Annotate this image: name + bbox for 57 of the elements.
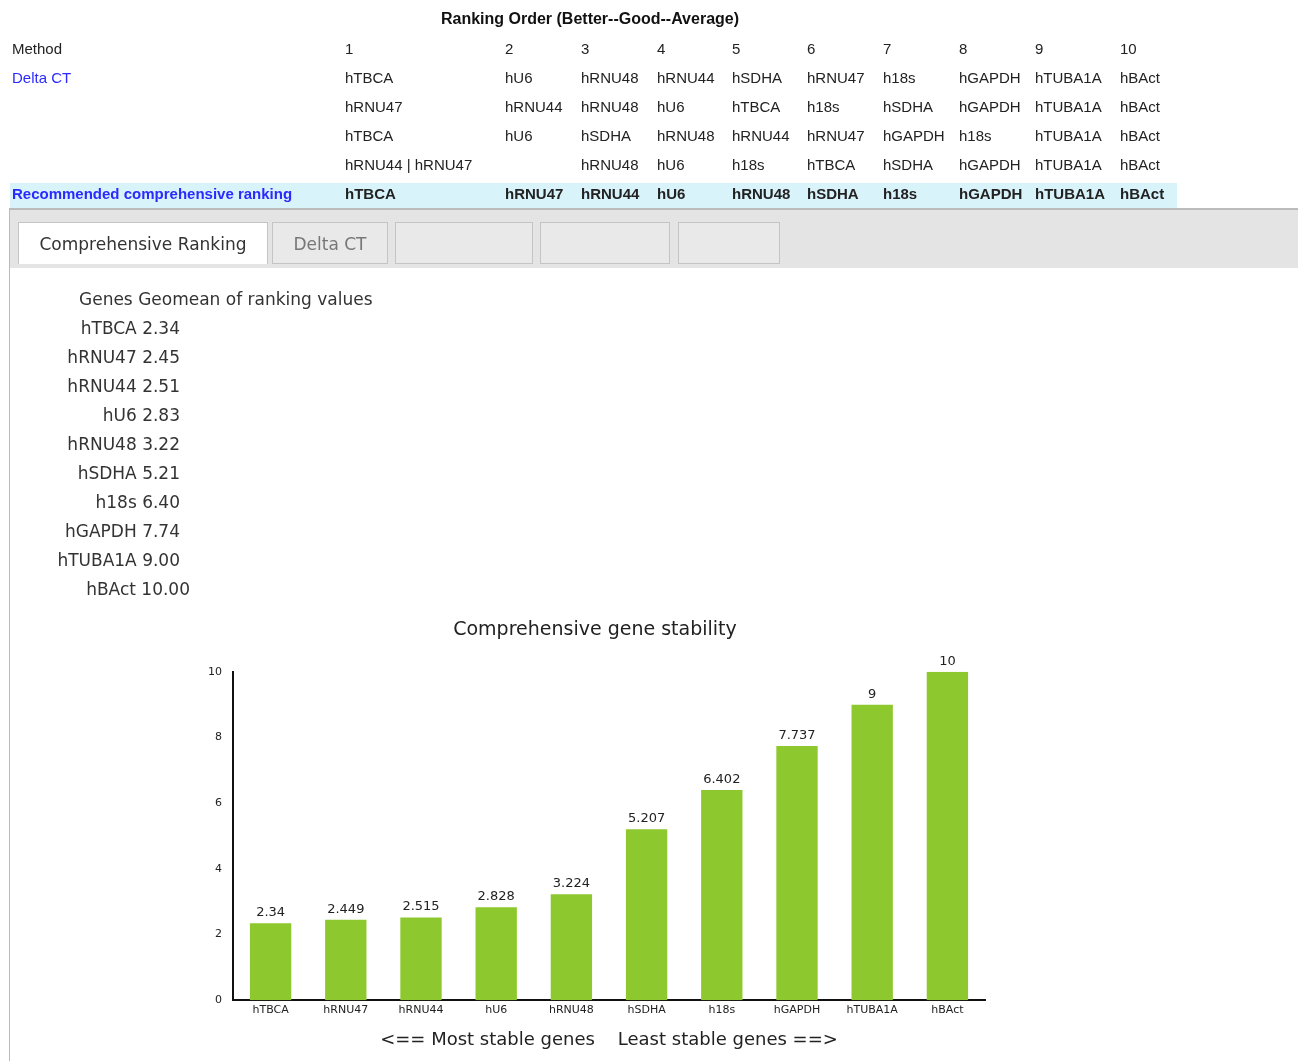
bar	[776, 746, 818, 1001]
text: h18s 6.40	[94, 492, 180, 512]
text: hRNU48 3.22	[66, 434, 180, 454]
text: hRNU47 hRNU44 hRNU48 hU6 hTBCA h18s hSDHA hGAPDH hTUBA1A hBAct	[345, 98, 1161, 115]
x-tick-label: hBAct	[931, 1002, 965, 1016]
data-label: 5.207	[627, 810, 666, 826]
text: hSDHA 5.21	[76, 463, 180, 483]
x-tick-label: hGAPDH	[773, 1002, 821, 1016]
data-label: 10	[939, 652, 956, 668]
x-tick-label: hSDHA	[627, 1002, 667, 1016]
x-tick-label: hRNU47	[323, 1002, 369, 1016]
text: hU6 2.83	[101, 405, 180, 425]
x-tick-label: h18s	[708, 1002, 736, 1016]
data-label: 7.737	[778, 726, 816, 742]
bar	[325, 919, 367, 1001]
bar	[249, 923, 292, 1001]
y-tick-label: 8	[215, 730, 222, 744]
text: Genes Geomean of ranking values	[79, 289, 373, 309]
bar	[851, 704, 893, 1001]
text: hTUBA1A 9.00	[56, 550, 180, 570]
text: hRNU44 | hRNU47 hRNU48 hU6 h18s hTBCA hSDHA hGAPDH hTUBA1A hBAct	[345, 156, 1161, 173]
text: Delta CT hTBCA hU6 hRNU48 hRNU44 hSDHA hRNU47 h18s hGAPDH hTUBA1A hBAct	[12, 69, 1161, 86]
text: hTBCA 2.34	[79, 318, 180, 338]
text: hBAct 10.00	[85, 579, 190, 599]
text: Recommended comprehensive ranking hTBCA hRNU47 hRNU44 hU6 hRNU48 hSDHA h18s hGAPDH hTUBA1A hBAct	[12, 185, 1165, 202]
chart-title: Comprehensive gene stability	[453, 617, 737, 640]
data-label: 3.224	[552, 875, 591, 891]
text: hGAPDH 7.74	[64, 521, 180, 541]
text: hRNU44 2.51	[66, 376, 180, 396]
x-tick-label: hTBCA	[252, 1002, 290, 1016]
x-tick-label: hRNU44	[398, 1002, 444, 1016]
y-tick-label: 4	[215, 861, 222, 875]
text: hTBCA hU6 hSDHA hRNU48 hRNU44 hRNU47 hGAPDH h18s hTUBA1A hBAct	[345, 127, 1161, 144]
x-axis-title: <== Most stable genes Least stable genes ==>	[380, 1027, 838, 1049]
x-tick-label: hRNU48	[548, 1002, 594, 1016]
bar	[701, 789, 743, 1001]
text: hRNU47 2.45	[66, 347, 180, 367]
y-tick-label: 0	[215, 993, 222, 1007]
y-tick-label: 10	[208, 664, 222, 678]
text: Method 1 2 3 4 5 6 7 8 9 10	[12, 40, 1137, 57]
y-tick-label: 6	[215, 796, 222, 810]
text: Ranking Order (Better--Good--Average)	[439, 10, 741, 28]
data-label: 6.402	[703, 770, 741, 786]
bar	[625, 829, 668, 1001]
bar	[550, 894, 593, 1001]
x-tick-label: hU6	[485, 1002, 508, 1016]
bar	[926, 671, 969, 1001]
x-tick-label: hTUBA1A	[846, 1002, 899, 1016]
text: Comprehensive Ranking Delta CT	[39, 234, 367, 254]
data-label: 2.828	[477, 888, 515, 904]
bar	[475, 907, 517, 1001]
bar	[400, 917, 442, 1001]
data-label: 2.449	[327, 900, 365, 916]
data-label: 2.34	[256, 904, 286, 920]
data-label: 9	[868, 685, 877, 701]
data-label: 2.515	[402, 898, 440, 914]
y-tick-label: 2	[215, 927, 222, 941]
